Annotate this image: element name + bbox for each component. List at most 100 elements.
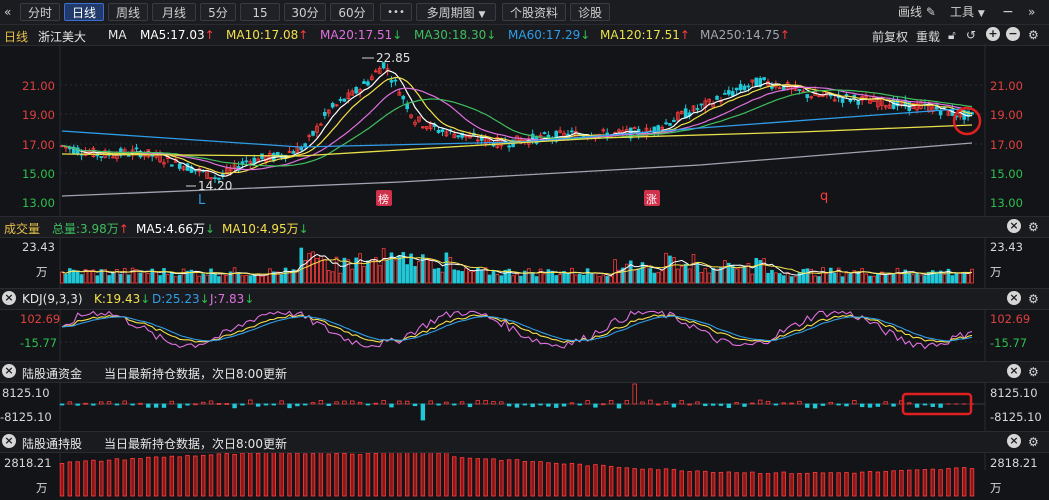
candle-body (213, 177, 217, 180)
volume-bar (177, 274, 182, 284)
fund-bar (138, 402, 143, 405)
tab-daily[interactable]: 日线 (64, 3, 104, 21)
lock-icon[interactable]: 🔓︎ (948, 28, 956, 42)
stock-info-button[interactable]: 个股资料 (502, 3, 566, 21)
fund-bar (271, 403, 277, 406)
holding-bar (899, 470, 904, 497)
volume-bar (715, 268, 719, 284)
volume-bar (424, 259, 429, 284)
ma5-line (61, 69, 973, 177)
close-icon[interactable]: × (2, 434, 16, 448)
settings-gear-icon[interactable]: ⚙ (1028, 292, 1039, 306)
candle-body (723, 92, 727, 95)
settings-gear-icon[interactable]: ⚙ (1028, 220, 1039, 234)
minus-icon[interactable]: − (1002, 4, 1014, 20)
candle-body (323, 112, 327, 116)
candle-body (181, 166, 186, 171)
candle-body (930, 106, 935, 112)
fund-bar (679, 400, 684, 405)
volume-bar (83, 269, 88, 284)
tools-dropdown[interactable]: 工具 ▼ (950, 3, 985, 21)
holding-bar (318, 451, 324, 497)
close-icon[interactable]: × (2, 291, 16, 305)
close-icon[interactable]: × (1007, 291, 1021, 305)
fund-bar (459, 401, 465, 405)
volume-bar (546, 269, 551, 284)
zoom-out-icon[interactable]: − (1006, 27, 1020, 41)
close-icon[interactable]: × (1007, 364, 1021, 378)
settings-gear-icon[interactable]: ⚙ (1028, 365, 1039, 379)
collapse-icon[interactable]: « (4, 5, 12, 19)
fund-axis-left-bottom: -8125.10 (0, 410, 52, 424)
candle-body (475, 139, 480, 142)
volume-bar (958, 272, 963, 284)
more-button[interactable]: ••• (380, 3, 412, 21)
volume-bar (103, 269, 107, 284)
candle-body (370, 76, 374, 81)
holding-bar (302, 453, 308, 497)
moving-average-lines (61, 69, 973, 197)
volume-bar (330, 271, 335, 284)
candle-body (750, 79, 755, 83)
price-axis-left-13: 13.00 (22, 196, 55, 210)
volume-bar (342, 257, 347, 284)
draw-line-button[interactable]: 画线 ✎ (898, 3, 936, 21)
event-badge-zhang[interactable]: 涨 (646, 193, 657, 206)
event-marker-q[interactable]: q (820, 189, 828, 204)
volume-bar (475, 267, 480, 284)
price-axis-left-15: 15.00 (22, 167, 55, 181)
settings-gear-icon[interactable]: ⚙ (1028, 28, 1039, 42)
candle-body (177, 163, 182, 169)
volume-total: 总量:3.98万↑ (52, 222, 129, 236)
candle-body (334, 104, 339, 107)
volume-bar (350, 268, 355, 284)
close-icon[interactable]: × (2, 364, 16, 378)
candle-body (381, 62, 386, 69)
holding-bar (577, 463, 582, 497)
holding-bar (797, 473, 802, 497)
reload-button[interactable]: 重载 (916, 30, 941, 44)
tab-60min[interactable]: 60分 (330, 3, 374, 21)
holding-bar (750, 471, 755, 497)
candle-body (691, 105, 696, 112)
candle-body (252, 157, 256, 164)
volume-bar (173, 276, 178, 284)
holding-bar (201, 454, 206, 497)
volume-bar (860, 268, 864, 284)
tab-5min[interactable]: 5分 (200, 3, 236, 21)
volume-bar (201, 273, 206, 284)
holding-bar (616, 467, 622, 497)
tab-30min[interactable]: 30分 (284, 3, 326, 21)
candle-body (134, 147, 139, 150)
holding-bar (765, 473, 771, 497)
close-icon[interactable]: × (1007, 434, 1021, 448)
diagnose-button[interactable]: 诊股 (570, 3, 610, 21)
fund-bar (75, 403, 80, 406)
price-axis-right-13: 13.00 (990, 196, 1023, 210)
fund-bar (365, 403, 371, 406)
zoom-in-icon[interactable]: + (986, 27, 1000, 41)
multi-period-dropdown[interactable]: 多周期图 ▼ (416, 3, 496, 21)
holding-bar (91, 459, 96, 497)
holding-bar (153, 456, 159, 497)
tab-intraday[interactable]: 分时 (20, 3, 60, 21)
expand-icon[interactable]: » (1028, 5, 1036, 19)
fund-bar (820, 403, 826, 406)
candle-body (358, 89, 362, 94)
candle-body (413, 121, 417, 125)
refresh-icon[interactable]: ↺ (966, 28, 977, 42)
tab-weekly[interactable]: 周线 (108, 3, 148, 21)
adjust-toggle[interactable]: 前复权 (872, 30, 909, 44)
holding-bar (726, 471, 732, 497)
volume-bar (923, 275, 927, 284)
tab-monthly[interactable]: 月线 (152, 3, 196, 21)
close-icon[interactable]: × (1007, 219, 1021, 233)
volume-bar (711, 267, 715, 284)
candle-body (676, 112, 680, 121)
event-badge-bang[interactable]: 榜 (378, 192, 389, 206)
volume-bar (464, 267, 468, 284)
volume-bar (197, 275, 202, 284)
holding-bar (624, 467, 630, 497)
volume-bar (311, 251, 315, 284)
settings-gear-icon[interactable]: ⚙ (1028, 435, 1039, 449)
